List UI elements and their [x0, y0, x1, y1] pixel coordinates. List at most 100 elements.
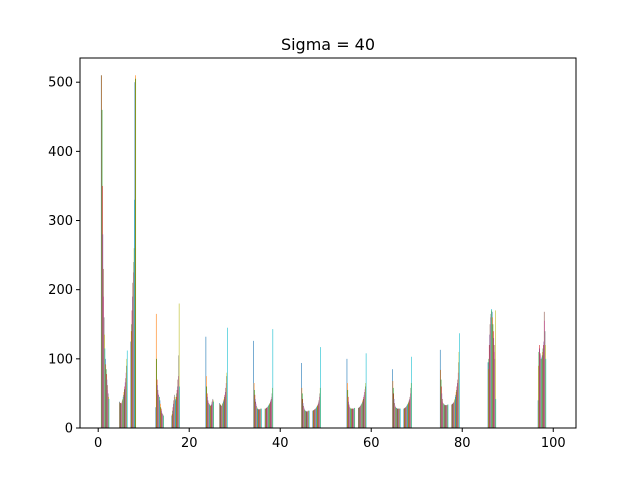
bar — [452, 403, 453, 428]
bar — [542, 351, 543, 428]
bar — [173, 403, 174, 428]
bar — [408, 400, 410, 428]
y-tick-label: 0 — [65, 422, 73, 437]
y-tick-label: 300 — [48, 214, 73, 229]
bar — [171, 415, 173, 428]
bar — [543, 341, 545, 428]
bar — [444, 405, 446, 428]
axes-frame — [79, 57, 577, 429]
bar — [541, 355, 543, 428]
bar — [260, 408, 262, 428]
bar — [319, 393, 321, 428]
bar — [315, 407, 317, 428]
bar — [493, 331, 494, 428]
bar — [101, 109, 103, 429]
bar — [350, 408, 351, 428]
bar — [303, 405, 304, 428]
x-tick-label: 40 — [272, 436, 289, 451]
y-tick-label: 100 — [48, 352, 73, 367]
bar — [354, 407, 356, 428]
bar — [256, 405, 257, 428]
bar — [360, 405, 361, 428]
bar — [545, 358, 547, 428]
bar — [538, 365, 539, 428]
bar — [312, 410, 314, 428]
bar — [223, 398, 225, 428]
bar — [210, 405, 212, 428]
bar — [211, 403, 212, 428]
bar — [454, 398, 456, 428]
bar — [392, 380, 394, 428]
bar — [135, 75, 136, 428]
bar — [107, 385, 108, 428]
bar — [541, 357, 543, 428]
bar — [346, 358, 348, 428]
bar — [318, 402, 319, 428]
bar — [543, 345, 544, 428]
bar — [365, 383, 366, 428]
bar — [212, 400, 214, 428]
bar — [269, 403, 270, 428]
bar — [457, 379, 459, 428]
bar — [364, 392, 365, 428]
x-axis-ticks: 0 20 40 60 80 100 — [94, 428, 566, 451]
bar — [406, 405, 407, 428]
bar — [317, 405, 319, 428]
bar — [441, 393, 443, 428]
bar — [447, 404, 448, 428]
bar — [102, 268, 104, 428]
bar — [395, 407, 397, 428]
bar — [441, 398, 443, 428]
bar — [132, 296, 133, 428]
bar — [100, 75, 102, 428]
bar — [442, 403, 444, 428]
bar — [411, 356, 412, 428]
bar — [452, 403, 454, 428]
bar — [134, 82, 136, 429]
y-tick-label: 400 — [48, 145, 73, 160]
bar — [393, 398, 395, 428]
bar — [103, 317, 105, 428]
bar — [223, 400, 224, 428]
bar — [316, 407, 317, 428]
bar — [260, 408, 261, 428]
bar — [265, 407, 267, 428]
bar — [399, 408, 400, 428]
bar — [272, 329, 274, 428]
bar — [259, 409, 261, 428]
bar — [267, 406, 269, 428]
bar — [162, 414, 164, 428]
bar — [134, 199, 135, 428]
bar — [354, 407, 355, 428]
bar — [253, 340, 254, 428]
bar — [179, 386, 180, 428]
bar — [208, 403, 210, 428]
x-tick-label: 80 — [454, 436, 471, 451]
bar — [259, 409, 261, 428]
bar — [407, 404, 408, 428]
bar — [272, 387, 273, 428]
bar — [352, 408, 354, 428]
bar — [304, 410, 306, 428]
bar — [397, 408, 398, 428]
bar — [445, 405, 446, 428]
bar — [453, 401, 455, 428]
bar — [135, 78, 137, 428]
bar — [362, 401, 363, 428]
bars-group — [100, 75, 547, 429]
bar — [397, 408, 399, 428]
bar — [212, 398, 214, 428]
bar — [487, 362, 489, 428]
bar — [440, 379, 442, 428]
bar — [488, 345, 490, 428]
bar — [155, 313, 157, 428]
bar — [219, 403, 221, 428]
bar — [363, 396, 364, 428]
bar — [394, 403, 395, 428]
bar — [407, 403, 409, 428]
bar — [120, 403, 122, 428]
bar — [126, 365, 127, 428]
bar — [157, 389, 159, 428]
bar — [105, 364, 107, 428]
bar — [320, 347, 321, 428]
